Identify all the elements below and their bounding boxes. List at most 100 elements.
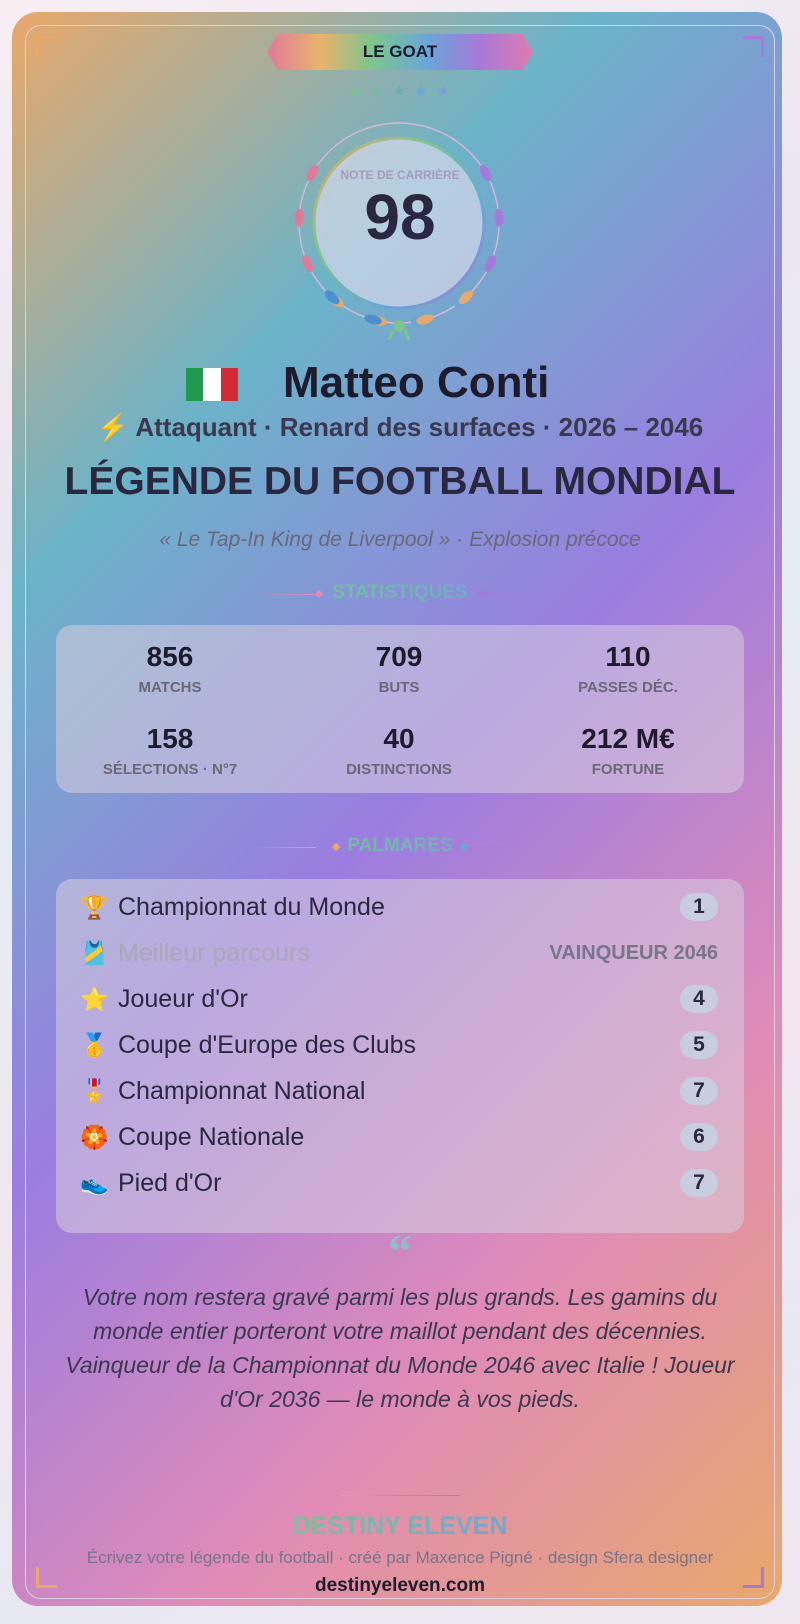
stat-label: BUTS — [378, 679, 420, 696]
stats-heading: STATISTIQUES — [0, 582, 800, 604]
palmares-row: 🏵️ Coupe Nationale 6 — [80, 1119, 718, 1155]
laurel — [294, 164, 504, 326]
stat-label: FORTUNE — [591, 761, 665, 778]
palmares-row: 🥇 Coupe d'Europe des Clubs 5 — [80, 1027, 718, 1063]
corner — [743, 36, 764, 57]
website[interactable]: destinyeleven.com — [314, 1575, 486, 1596]
stat-value: 158 — [146, 723, 194, 754]
quote-mark: “ — [388, 1225, 412, 1278]
rating-value: 98 — [364, 181, 436, 253]
palmares-panel: 🏆 Championnat du Monde 1 🎽 Meilleur parcours… — [56, 879, 744, 1233]
badge: LE GOAT — [267, 34, 533, 70]
trophy-icon: ⭐ — [80, 986, 109, 1012]
divider — [250, 847, 316, 848]
stat: 40 DISTINCTIONS — [284, 723, 514, 778]
player-role: Attaquant · Renard des surfaces · 2026 –… — [135, 412, 704, 442]
palmares-row: 🏆 Championnat du Monde 1 — [80, 889, 718, 925]
corner — [743, 1567, 764, 1588]
stat: 110 PASSES DÉC. — [513, 641, 743, 696]
palmares-row: 🎖️ Championnat National 7 — [80, 1073, 718, 1109]
laurel-leaf — [494, 208, 504, 227]
stat: 856 MATCHS — [55, 641, 285, 696]
trophy-icon: 🏵️ — [80, 1124, 109, 1150]
laurel-leaf — [306, 164, 319, 182]
trophy-name: Pied d'Or — [118, 1169, 222, 1197]
player-name: Matteo Conti — [283, 358, 550, 407]
quote: Votre nom restera gravé parmi les plus g… — [65, 1284, 735, 1412]
stat-value: 212 M€ — [581, 723, 675, 754]
trophy-name: Coupe Nationale — [118, 1123, 305, 1151]
tagline: « Le Tap-In King de Liverpool » · Explos… — [159, 528, 641, 551]
inner-frame — [25, 25, 775, 1599]
trophy-icon: 🏆 — [80, 894, 109, 920]
trophy-name: Championnat du Monde — [118, 893, 385, 921]
stars — [349, 85, 449, 96]
role-icon: ⚡ — [96, 412, 130, 442]
brand: DESTINY ELEVEN — [0, 1512, 800, 1541]
divider — [467, 847, 533, 848]
stat-value: 40 — [383, 723, 415, 754]
laurel-leaf — [479, 164, 492, 182]
legend-title: LÉGENDE DU FOOTBALL MONDIAL — [64, 460, 736, 503]
stat: 212 M€ FORTUNE — [513, 723, 743, 778]
divider — [250, 594, 316, 595]
trophy-count: 7 — [680, 1169, 718, 1197]
trophy-icon: 🎖️ — [80, 1078, 109, 1104]
rating-emblem — [294, 85, 504, 340]
stat: 709 BUTS — [284, 641, 514, 696]
palmares-row: 👟 Pied d'Or 7 — [80, 1165, 718, 1201]
stat-value: 110 — [605, 641, 651, 672]
star — [393, 85, 405, 96]
rating-inner-ring — [323, 147, 475, 299]
stat-label: MATCHS — [138, 679, 202, 696]
trophy-name: Joueur d'Or — [118, 985, 248, 1013]
trophy-count: 5 — [680, 1031, 718, 1059]
trophy-count: 1 — [680, 893, 718, 921]
laurel-leaf — [324, 290, 340, 305]
stats-panel: 856 MATCHS 709 BUTS 110 PASSES DÉC. 158 SÉLECTI… — [56, 625, 744, 793]
player-subtitle: ⚡ Attaquant · Renard des surfaces · 2026… — [0, 412, 800, 443]
laurel-leaf — [458, 290, 474, 305]
ribbon — [393, 320, 405, 332]
palmares-row: ⭐ Joueur d'Or 4 — [80, 981, 718, 1017]
corner — [36, 1567, 57, 1588]
star — [415, 85, 427, 96]
star — [371, 85, 383, 96]
laurel-leaf — [302, 255, 314, 273]
palmares-row: 🎽 Meilleur parcours VAINQUEUR 2046 — [80, 935, 718, 971]
laurel-leaf — [416, 314, 434, 325]
laurel-leaf — [294, 208, 304, 227]
credit: Écrivez votre légende du football · créé… — [86, 1548, 714, 1567]
laurel-leaf — [484, 255, 496, 273]
trophy-result: VAINQUEUR 2046 — [549, 942, 718, 964]
stat-label: DISTINCTIONS — [346, 761, 452, 778]
rating-ring — [312, 136, 486, 310]
trophy-count: 7 — [680, 1077, 718, 1105]
footer-divider — [340, 1495, 460, 1496]
trophy-icon: 🎽 — [80, 940, 109, 966]
trophy-count: 4 — [680, 985, 718, 1013]
stat-value: 856 — [146, 641, 194, 672]
laurel-leaf — [364, 314, 382, 325]
star — [437, 85, 449, 96]
trophy-icon: 🥇 — [80, 1032, 109, 1058]
trophy-name: Coupe d'Europe des Clubs — [118, 1031, 417, 1059]
stat-label: PASSES DÉC. — [578, 679, 678, 696]
trophy-name: Championnat National — [118, 1077, 366, 1105]
trophy-count: 6 — [680, 1123, 718, 1151]
corner — [36, 36, 57, 57]
ribbon-tails — [387, 329, 411, 340]
stat: 158 SÉLECTIONS · N°7 — [55, 723, 285, 778]
trophy-name: Meilleur parcours — [118, 939, 310, 967]
rating-label: NOTE DE CARRIÈRE — [340, 168, 460, 182]
stat-label: SÉLECTIONS · N°7 — [102, 761, 238, 778]
stat-value: 709 — [375, 641, 423, 672]
flag — [186, 368, 238, 401]
trophy-icon: 👟 — [80, 1170, 109, 1196]
star — [349, 85, 361, 96]
divider — [484, 594, 550, 595]
palmares-heading: PALMARÈS — [0, 835, 800, 857]
